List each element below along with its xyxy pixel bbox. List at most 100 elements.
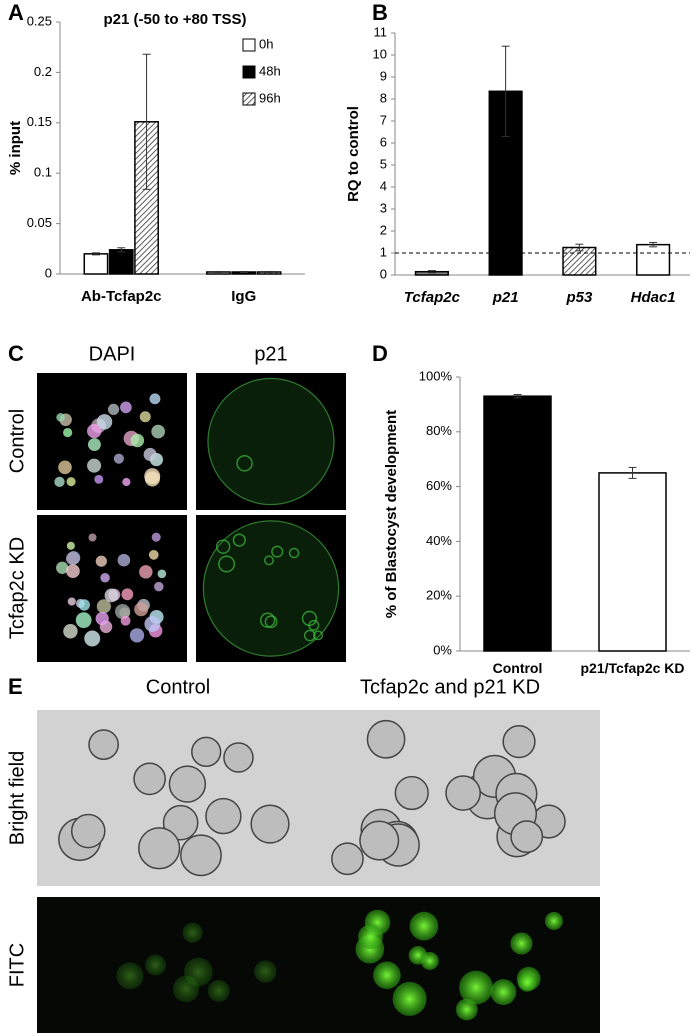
error-bar xyxy=(427,270,436,274)
blastocyst xyxy=(180,834,222,877)
fluor xyxy=(116,962,144,990)
fluor xyxy=(490,979,517,1006)
y-tick-label: 0 xyxy=(380,266,387,281)
row-label: Control xyxy=(6,409,28,473)
blastocyst xyxy=(162,804,199,841)
nucleus xyxy=(63,427,73,438)
nucleus xyxy=(143,447,157,461)
error-bar xyxy=(265,270,274,273)
y-tick-label: 80% xyxy=(426,423,452,438)
row-label: Tcfap2c KD xyxy=(6,537,28,639)
y-tick-label: 1 xyxy=(380,244,387,259)
fluor xyxy=(510,932,533,955)
nucleus xyxy=(95,555,107,567)
y-tick-label: 3 xyxy=(380,200,387,215)
bar xyxy=(598,472,667,652)
panel-label: A xyxy=(8,0,24,25)
fluor xyxy=(254,960,277,983)
nucleus xyxy=(100,572,110,583)
bar xyxy=(108,249,134,275)
y-tick-label: 0.1 xyxy=(34,165,52,180)
nucleus xyxy=(120,401,132,414)
column-label: Tcfap2c and p21 KD xyxy=(360,676,540,698)
nucleus xyxy=(139,565,153,579)
spot xyxy=(232,533,246,547)
spot xyxy=(288,547,300,559)
y-axis-label: % of Blastocyst development xyxy=(383,410,400,618)
nucleus xyxy=(75,612,92,629)
blastocyst xyxy=(250,804,290,844)
y-tick-label: 10 xyxy=(373,46,387,61)
y-axis-label: RQ to control xyxy=(345,106,362,202)
column-label: p21 xyxy=(254,343,287,365)
nucleus xyxy=(66,477,76,487)
nucleus xyxy=(104,588,119,603)
legend-label: 48h xyxy=(259,63,281,78)
nucleus xyxy=(66,564,80,578)
nucleus xyxy=(58,460,72,475)
fluor xyxy=(392,981,427,1016)
spot xyxy=(259,612,276,628)
nucleus xyxy=(120,615,131,626)
blastocyst xyxy=(394,775,429,811)
x-tick-label: Tcfap2c xyxy=(404,289,461,306)
nucleus xyxy=(115,603,131,620)
row-label: Bright field xyxy=(6,751,28,846)
micrograph xyxy=(37,373,187,510)
fluor xyxy=(145,954,166,976)
nucleus xyxy=(63,624,78,639)
blastocyst xyxy=(223,742,254,773)
nucleus xyxy=(121,588,134,601)
y-tick-label: 9 xyxy=(380,68,387,83)
x-tick-label: Control xyxy=(492,660,543,676)
y-tick-label: 7 xyxy=(380,112,387,127)
spot xyxy=(215,539,231,554)
y-tick-label: 2 xyxy=(380,222,387,237)
fluor xyxy=(409,911,439,941)
spot xyxy=(303,629,316,642)
x-tick-label: p21/Tcfap2c KD xyxy=(580,660,685,676)
nucleus xyxy=(87,423,102,439)
nucleus xyxy=(56,413,65,422)
y-tick-label: 8 xyxy=(380,90,387,105)
x-tick-label: p21 xyxy=(492,289,519,306)
y-tick-label: 100% xyxy=(419,368,453,383)
error-bar xyxy=(91,252,100,256)
blastocyst xyxy=(88,729,119,760)
panel-label: B xyxy=(372,0,388,25)
bar xyxy=(562,246,597,276)
blastocyst xyxy=(205,797,242,835)
error-bar xyxy=(628,466,637,479)
spot xyxy=(236,455,253,472)
bar xyxy=(483,395,552,652)
nucleus xyxy=(134,602,149,617)
nucleus xyxy=(66,541,75,550)
column-label: DAPI xyxy=(89,343,136,365)
column-label: Control xyxy=(146,676,210,698)
nucleus xyxy=(56,561,69,574)
y-tick-label: 11 xyxy=(374,24,388,39)
x-tick-label: p53 xyxy=(565,289,593,306)
blastocyst xyxy=(366,719,406,759)
spot xyxy=(308,619,320,631)
nucleus xyxy=(107,403,120,416)
y-tick-label: 0.15 xyxy=(27,114,52,129)
panel-label: E xyxy=(8,674,23,699)
chart-title: p21 (-50 to +80 TSS) xyxy=(104,11,247,28)
fluor xyxy=(420,951,439,970)
embryo xyxy=(207,377,335,506)
spot xyxy=(264,615,278,629)
nucleus xyxy=(151,532,161,542)
y-tick-label: 40% xyxy=(426,533,452,548)
fluor xyxy=(358,924,383,950)
blastocyst xyxy=(133,762,166,796)
y-axis-label: % input xyxy=(7,121,24,175)
y-tick-label: 0% xyxy=(433,642,452,657)
error-bar xyxy=(575,243,584,252)
y-tick-label: 60% xyxy=(426,478,452,493)
nucleus xyxy=(149,393,161,405)
blastocyst xyxy=(331,842,364,876)
spot xyxy=(271,545,284,558)
